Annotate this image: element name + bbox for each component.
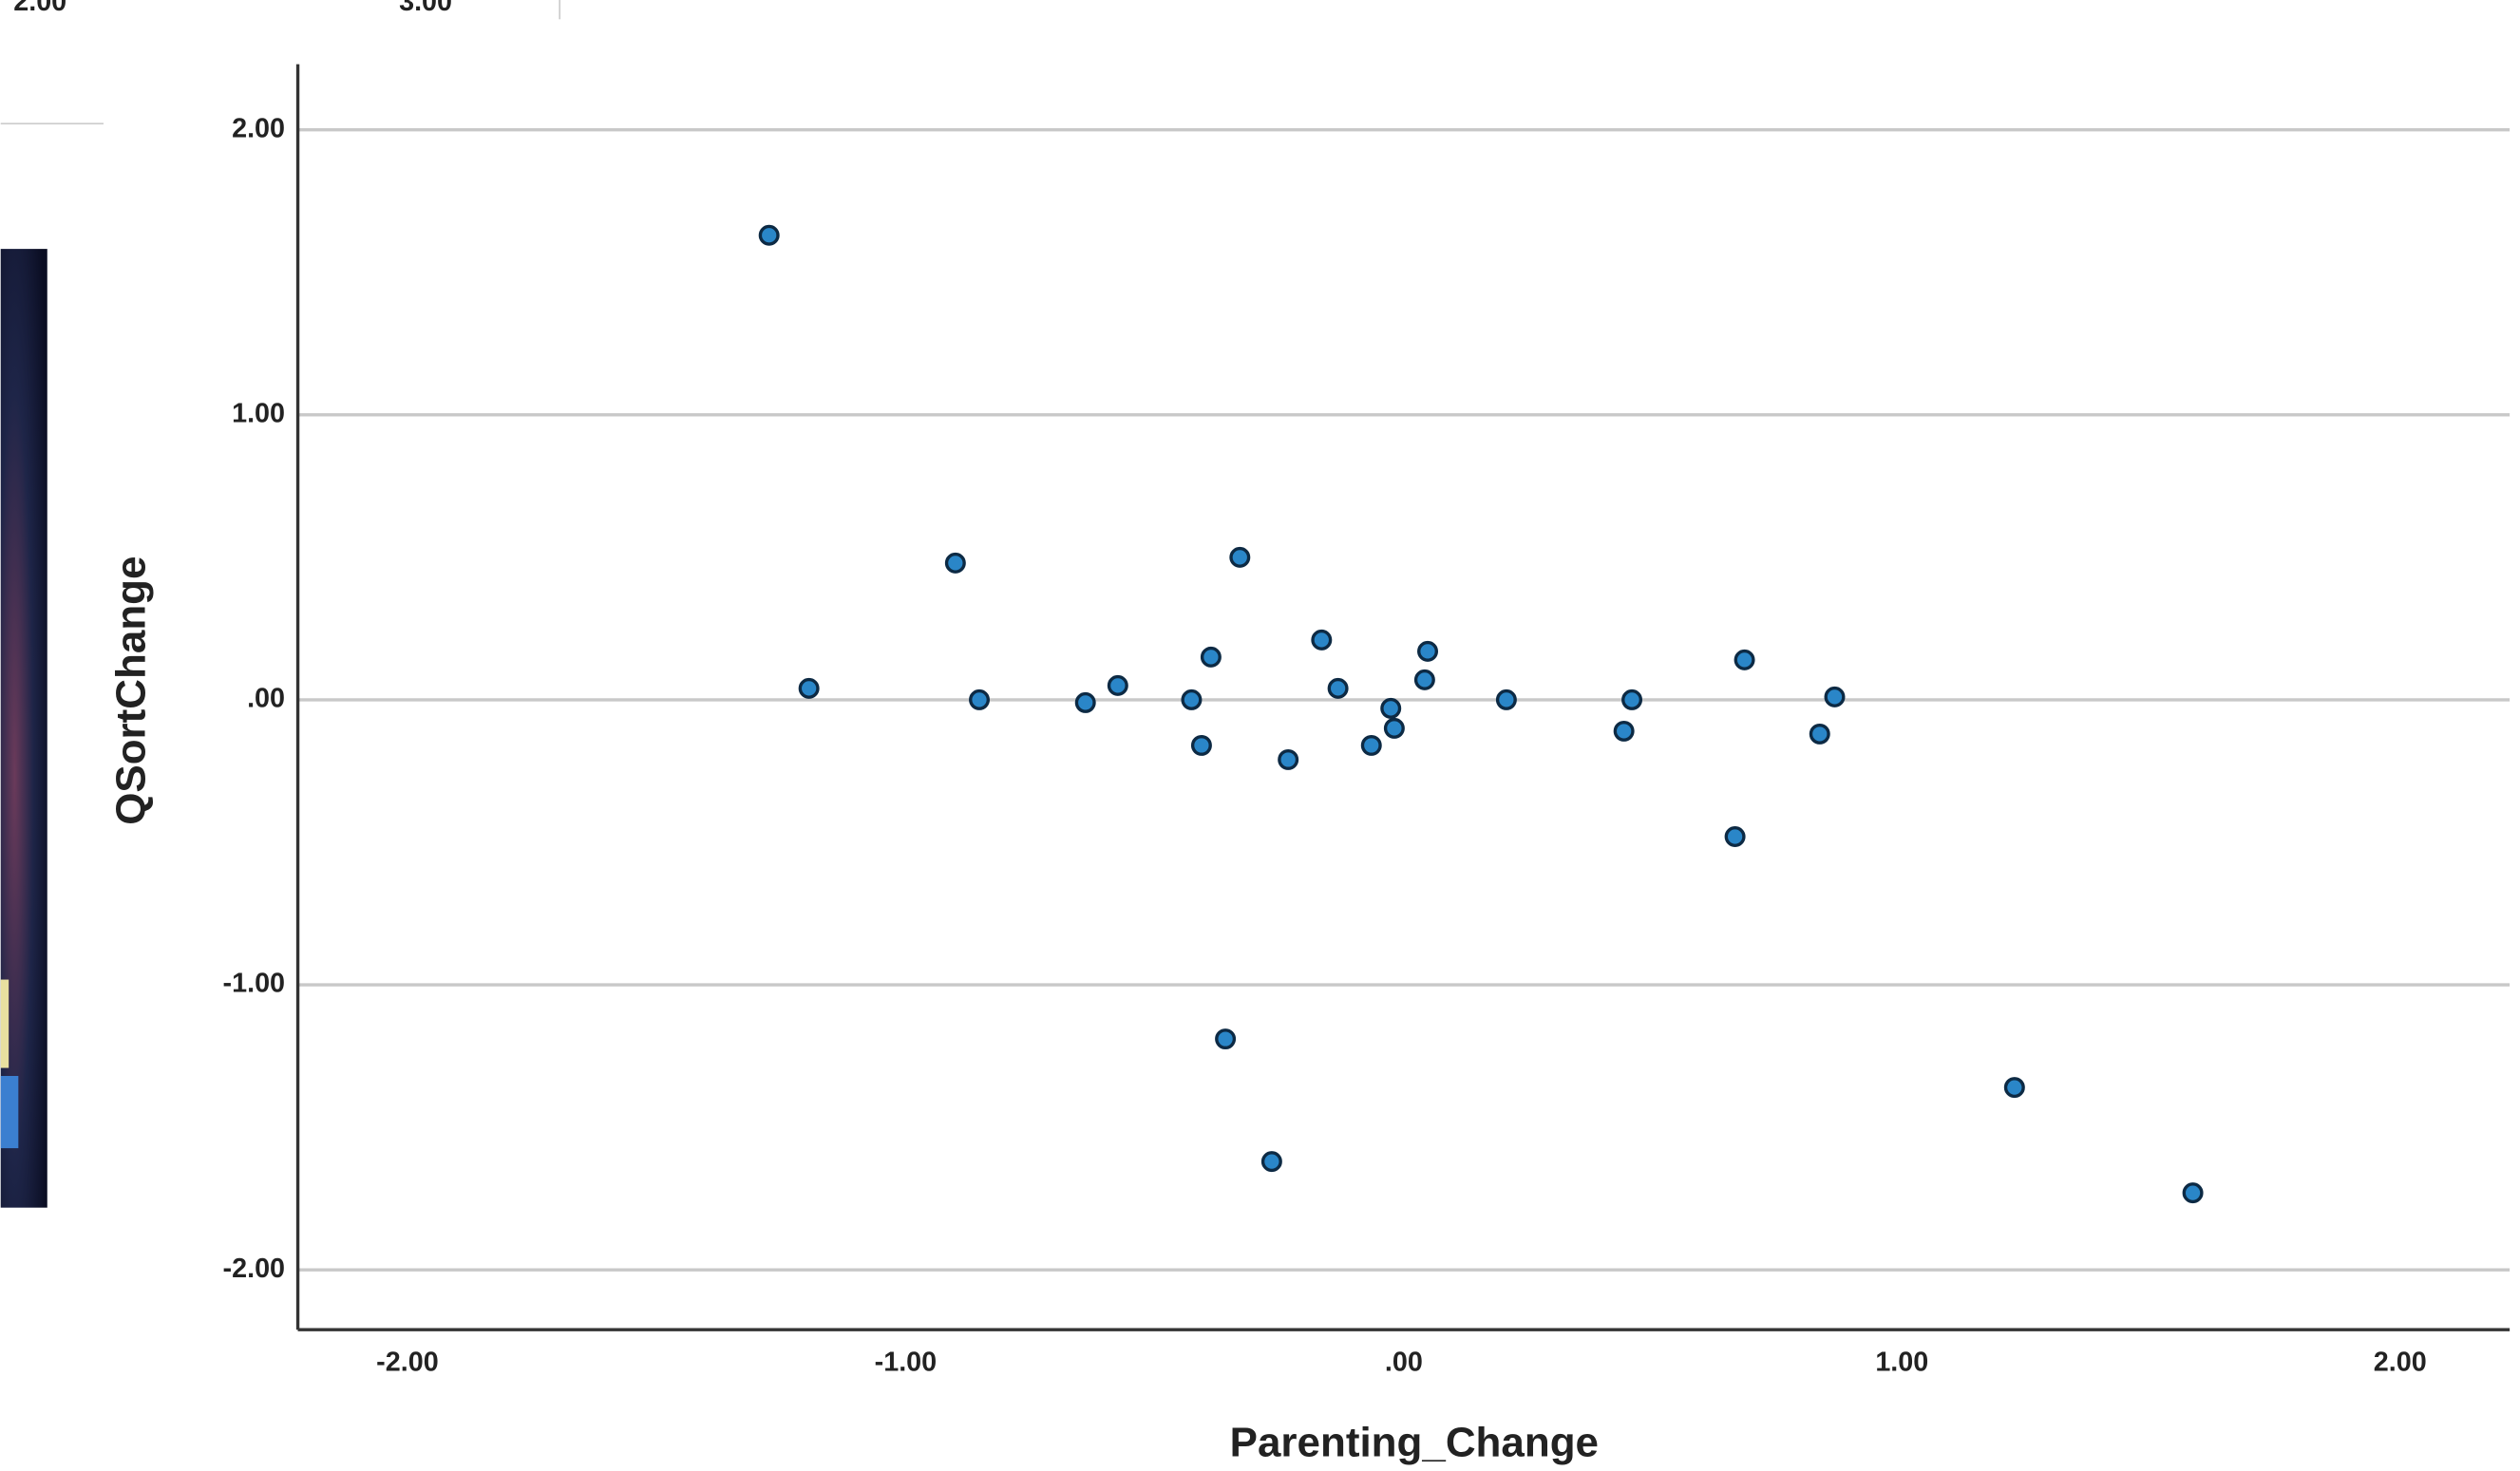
fragment-label: 3.00 bbox=[399, 0, 452, 17]
point bbox=[2184, 1184, 2202, 1202]
fragment-label: 2.00 bbox=[13, 0, 66, 17]
point bbox=[1726, 828, 1744, 846]
point bbox=[1498, 691, 1516, 709]
point bbox=[1217, 1030, 1235, 1048]
point bbox=[947, 555, 965, 573]
point bbox=[1810, 726, 1828, 744]
x-axis-title: Parenting_Change bbox=[1230, 1420, 1599, 1466]
point bbox=[971, 691, 989, 709]
y-tick-label: .00 bbox=[247, 684, 285, 714]
point bbox=[1263, 1153, 1281, 1171]
point bbox=[1386, 720, 1404, 738]
y-tick-label: -2.00 bbox=[223, 1254, 286, 1284]
point bbox=[1615, 723, 1633, 741]
point bbox=[1735, 651, 1753, 669]
point bbox=[1419, 643, 1437, 661]
x-tick-label: .00 bbox=[1385, 1347, 1423, 1377]
point bbox=[1279, 751, 1298, 769]
point bbox=[1109, 677, 1127, 695]
point bbox=[1826, 688, 1844, 707]
y-tick-label: -1.00 bbox=[223, 969, 286, 999]
point bbox=[1193, 737, 1211, 755]
x-tick-label: -1.00 bbox=[875, 1347, 938, 1377]
point bbox=[1329, 680, 1347, 698]
point bbox=[1623, 691, 1641, 709]
point bbox=[1362, 737, 1380, 755]
image-fragment bbox=[1, 1076, 19, 1148]
point bbox=[1076, 694, 1094, 712]
x-tick-label: -2.00 bbox=[376, 1347, 439, 1377]
point bbox=[1203, 649, 1221, 667]
y-axis-title: QSortChange bbox=[108, 556, 155, 825]
point bbox=[1231, 549, 1249, 567]
point bbox=[1416, 671, 1434, 689]
point bbox=[2006, 1079, 2024, 1097]
y-tick-label: 2.00 bbox=[232, 113, 285, 143]
point bbox=[1313, 632, 1331, 650]
point bbox=[800, 680, 818, 698]
y-tick-label: 1.00 bbox=[232, 398, 285, 428]
point bbox=[1183, 691, 1201, 709]
point bbox=[1382, 700, 1400, 718]
image-fragment bbox=[1, 980, 9, 1068]
screenshot: 2.00 3.00 Parenting_Change QSortChange -… bbox=[0, 0, 2520, 1471]
point bbox=[760, 226, 778, 244]
x-tick-label: 2.00 bbox=[2374, 1347, 2427, 1377]
x-tick-label: 1.00 bbox=[1875, 1347, 1928, 1377]
page: {"fragment_labels": ["2.00", "3.00"], "c… bbox=[0, 0, 2520, 1471]
